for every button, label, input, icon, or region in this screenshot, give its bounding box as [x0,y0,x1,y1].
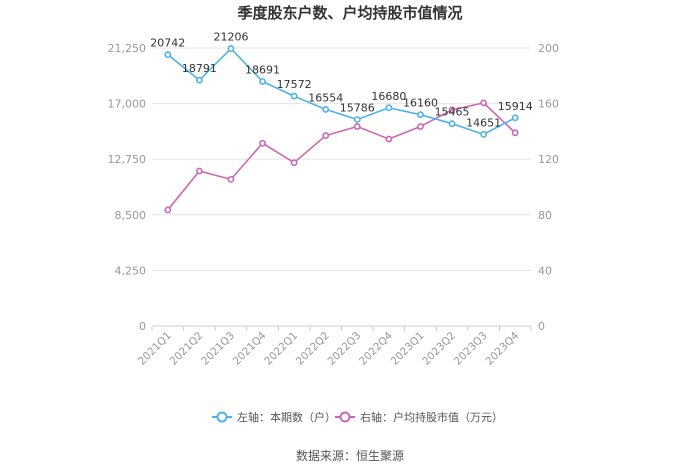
left-tick-label: 8,500 [115,209,147,222]
data-label: 18691 [245,63,280,76]
data-point-households[interactable] [480,130,488,138]
data-label: 17572 [277,78,312,91]
data-point-avg-value[interactable] [227,175,235,183]
legend-item-avg-value[interactable]: 右轴：户均持股市值（万元） [335,410,503,424]
left-tick-label: 4,250 [115,264,147,277]
legend-marker-households [216,411,228,423]
data-point-households[interactable] [227,45,235,52]
right-axis: 0 40 80 120 160 200 [538,42,559,333]
left-tick-label: 0 [139,320,146,333]
data-point-households[interactable] [322,106,330,113]
data-point-avg-value[interactable] [448,106,456,114]
right-tick-label: 200 [538,42,559,55]
data-point-avg-value[interactable] [290,159,298,167]
legend-marker-avg-value [339,411,351,423]
series-layer [164,45,519,214]
x-tick-label: 2021Q1 [136,330,174,368]
data-point-households[interactable] [511,114,519,122]
data-point-avg-value[interactable] [511,129,519,137]
data-point-avg-value[interactable] [353,123,361,130]
data-point-avg-value[interactable] [417,123,424,130]
right-tick-label: 160 [538,98,559,111]
x-tick-label: 2022Q4 [357,329,395,367]
left-tick-label: 21,250 [108,42,147,55]
data-point-households[interactable] [385,104,393,112]
data-point-avg-value[interactable] [195,167,203,175]
data-point-households[interactable] [164,51,172,59]
chart-title: 季度股东户数、户均持股市值情况 [237,4,462,22]
legend-label-avg-value: 右轴：户均持股市值（万元） [360,410,503,424]
data-point-avg-value[interactable] [259,139,266,147]
data-point-avg-value[interactable] [480,99,488,107]
x-axis: 2021Q12021Q22021Q32021Q42022Q12022Q22022… [136,326,532,368]
x-tick-label: 2022Q3 [325,330,363,368]
x-tick-label: 2022Q2 [294,330,332,368]
x-tick-label: 2023Q3 [452,330,490,368]
data-label: 21206 [213,31,248,44]
left-axis: 0 4,250 8,500 12,750 17,000 21,250 [108,42,147,333]
right-tick-label: 120 [538,153,559,166]
data-label: 14651 [466,116,501,129]
x-tick-label: 2022Q1 [262,330,300,368]
right-tick-label: 40 [538,264,552,277]
data-label: 15786 [340,101,375,114]
right-tick-label: 80 [538,209,552,222]
x-tick-label: 2021Q2 [168,330,206,368]
grid [152,47,531,327]
data-point-households[interactable] [353,116,361,123]
data-point-households[interactable] [195,76,203,84]
left-tick-label: 17,000 [108,98,147,111]
data-source: 数据来源：恒生聚源 [296,448,404,463]
x-tick-label: 2023Q2 [420,330,458,368]
data-point-households[interactable] [448,120,456,128]
data-label: 15914 [498,100,533,113]
data-label: 16680 [371,90,406,103]
series-line-avg-value [167,102,516,211]
data-label: 16160 [403,97,438,110]
x-tick-label: 2023Q4 [483,329,521,367]
legend-item-households[interactable]: 左轴：本期数（户） [212,410,336,424]
x-tick-label: 2023Q1 [389,330,427,368]
data-point-households[interactable] [290,92,298,100]
data-label: 18791 [182,62,217,75]
data-point-households[interactable] [417,111,424,118]
data-label: 20742 [150,37,185,50]
x-tick-label: 2021Q4 [231,329,269,367]
data-label: 15465 [435,106,470,119]
legend-label-households: 左轴：本期数（户） [237,410,336,424]
legend: 左轴：本期数（户） 右轴：户均持股市值（万元） [212,410,503,424]
data-point-avg-value[interactable] [164,206,172,214]
data-labels: 20742 18791 21206 18691 17572165541578616680… [150,31,532,130]
left-tick-label: 12,750 [108,153,147,166]
series-line-households [167,47,516,136]
data-point-avg-value[interactable] [385,135,393,143]
data-point-avg-value[interactable] [322,132,330,139]
data-label: 16554 [308,91,343,104]
data-point-households[interactable] [259,78,266,85]
right-tick-label: 0 [538,320,545,333]
x-tick-label: 2021Q3 [199,330,237,368]
